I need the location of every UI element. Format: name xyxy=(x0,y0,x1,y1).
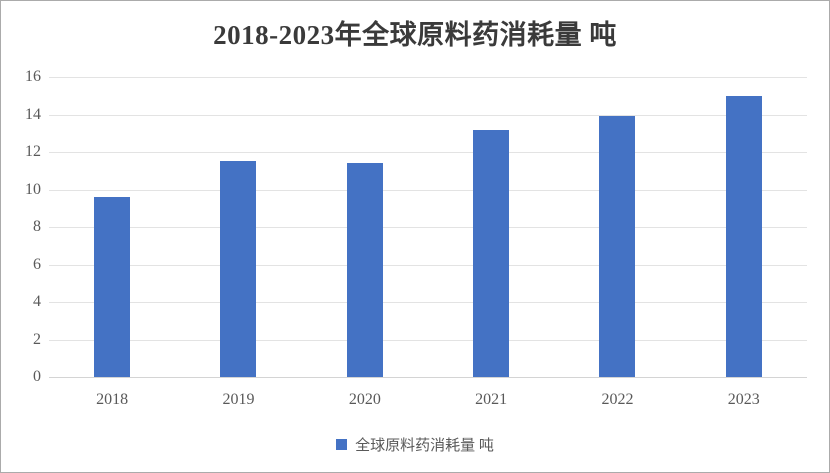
bar-2018 xyxy=(94,197,131,377)
chart-title: 2018-2023年全球原料药消耗量 吨 xyxy=(213,20,617,50)
y-tick-label: 6 xyxy=(33,255,41,273)
bar-column xyxy=(428,77,554,377)
y-tick-label: 12 xyxy=(25,143,41,160)
y-axis-tick-labels: 0 2 4 6 8 10 12 14 16 xyxy=(1,68,41,385)
gridline xyxy=(49,264,807,266)
y-tick-label: 14 xyxy=(25,105,41,123)
y-tick-label: 8 xyxy=(33,218,41,235)
bar-column xyxy=(49,77,175,377)
x-axis-label: 2022 xyxy=(601,391,634,408)
bar-2020 xyxy=(346,163,383,377)
y-tick-label: 2 xyxy=(33,330,41,348)
x-axis-label: 2023 xyxy=(727,391,760,408)
legend: 全球原料药消耗量 吨 xyxy=(1,434,829,455)
bar-2019 xyxy=(220,161,257,377)
legend-label: 全球原料药消耗量 吨 xyxy=(355,438,494,454)
bar-column xyxy=(554,77,680,377)
gridline xyxy=(49,189,807,191)
gridline xyxy=(49,77,807,78)
y-tick-label: 10 xyxy=(25,180,41,198)
x-axis-label: 2019 xyxy=(222,391,255,408)
gridline xyxy=(49,302,807,303)
y-tick-label: 0 xyxy=(33,368,41,385)
plot-area xyxy=(49,77,807,378)
y-tick-label: 16 xyxy=(25,68,41,85)
bar-2023 xyxy=(725,95,762,377)
bar-2022 xyxy=(599,116,636,377)
bar-2021 xyxy=(473,129,510,377)
x-axis-label: 2020 xyxy=(348,391,381,408)
x-axis-labels: 2018 2019 2020 2021 2022 2023 xyxy=(49,391,807,409)
bar-column xyxy=(681,77,807,377)
gridline xyxy=(49,114,807,116)
gridline xyxy=(49,152,807,153)
gridlines xyxy=(49,77,807,377)
legend-marker-icon xyxy=(336,439,348,450)
x-axis-label: 2021 xyxy=(475,391,508,408)
bars xyxy=(49,77,807,377)
gridline xyxy=(49,339,807,341)
bar-column xyxy=(302,77,428,377)
gridline xyxy=(49,227,807,228)
x-axis-label: 2018 xyxy=(96,391,129,408)
y-tick-label: 4 xyxy=(33,293,41,310)
bar-column xyxy=(175,77,301,377)
